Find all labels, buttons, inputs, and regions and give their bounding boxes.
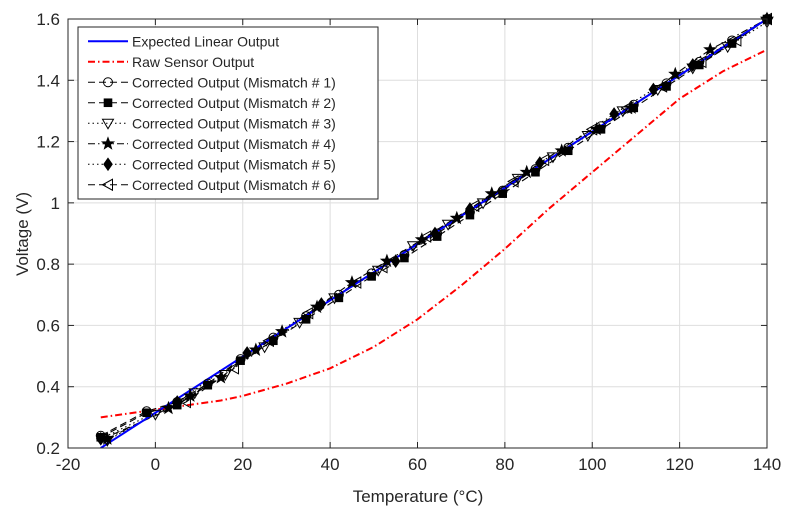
series-8-point	[585, 122, 598, 136]
series-8-point	[349, 276, 362, 289]
legend-marker-5	[101, 118, 115, 130]
series-4-point	[400, 253, 409, 263]
x-tick-label: 40	[321, 455, 340, 474]
series-7-point	[172, 395, 183, 409]
series-4-point	[498, 189, 507, 198]
series-6-point	[161, 400, 176, 415]
y-tick-label: 1.6	[36, 10, 60, 29]
series-5-point	[721, 42, 735, 54]
series-5-point	[406, 241, 420, 253]
legend-label-2: Raw Sensor Output	[132, 54, 254, 70]
series-8-point	[376, 260, 388, 274]
series-6-point	[449, 210, 464, 225]
series-6-point	[668, 66, 683, 81]
legend-label-4: Corrected Output (Mismatch # 2)	[132, 95, 336, 111]
series-5-point	[149, 409, 162, 421]
series-5-point	[546, 152, 560, 164]
x-tick-label: 100	[578, 455, 606, 474]
series-5-point	[511, 173, 525, 185]
series-4-point	[367, 272, 376, 281]
legend-box	[77, 26, 379, 200]
series-7-point	[535, 156, 545, 170]
series-8-point	[467, 199, 480, 213]
legend-marker-7	[103, 157, 113, 172]
series-6-point	[274, 324, 290, 338]
series-8-point	[419, 230, 432, 243]
series-8-point	[620, 101, 633, 115]
series-7-point	[390, 254, 401, 268]
series-7-point	[465, 202, 475, 216]
series-4-point	[236, 356, 245, 365]
series-8-point	[262, 334, 274, 348]
series-8-point	[537, 153, 550, 167]
series-8-point	[179, 395, 191, 409]
x-tick-label: 140	[753, 455, 781, 474]
series-8-point	[227, 361, 240, 375]
y-tick-label: 1.2	[36, 133, 60, 152]
y-axis-label: Voltage (V)	[13, 192, 32, 276]
series-6-point	[484, 186, 499, 200]
x-tick-label: 120	[665, 455, 693, 474]
series-7-point	[648, 82, 659, 97]
legend-label-8: Corrected Output (Mismatch # 6)	[132, 177, 336, 193]
legend-label-6: Corrected Output (Mismatch # 4)	[132, 136, 336, 152]
series-7-point	[316, 297, 327, 311]
legend-marker-4	[103, 98, 113, 108]
y-tick-label: 0.6	[36, 316, 60, 335]
series-5-point	[581, 130, 595, 142]
y-tick-label: 1.4	[36, 71, 60, 90]
series-5-point	[293, 317, 306, 329]
series-4-point	[142, 408, 151, 418]
series-5-point	[476, 198, 490, 210]
series-6-point	[703, 42, 718, 56]
series-6-point	[414, 232, 429, 246]
y-tick-label: 0.4	[36, 378, 60, 397]
series-4-point	[203, 380, 213, 390]
x-tick-label: 20	[233, 455, 252, 474]
series-7-point	[242, 346, 252, 360]
series-5-point	[441, 219, 455, 231]
series-7-point	[687, 58, 698, 72]
axis-ticks: -20 0 20 40 60 80 100 120 140 0.2 0.4 0.6 0.8 1 1.2 1.4…	[36, 10, 781, 474]
x-axis-label: Temperature (°C)	[353, 487, 484, 506]
x-tick-label: 0	[151, 455, 160, 474]
y-tick-label: 0.2	[36, 439, 60, 458]
series-4-point	[531, 167, 540, 177]
series-8-point	[694, 55, 707, 69]
legend-label-1: Expected Linear Output	[132, 33, 279, 49]
legend-label-3: Corrected Output (Mismatch # 1)	[132, 74, 336, 90]
y-tick-label: 1	[51, 194, 60, 213]
legend: Expected Linear Output Raw Sensor Output C…	[77, 26, 379, 200]
legend-marker-3	[103, 77, 113, 88]
legend-label-7: Corrected Output (Mismatch # 5)	[132, 156, 336, 172]
legend-marker-6	[100, 136, 116, 150]
series-6-point	[519, 164, 534, 179]
x-tick-label: -20	[56, 455, 81, 474]
series-7-point	[430, 226, 440, 241]
markers-group	[95, 11, 775, 447]
series-6-point	[554, 143, 569, 157]
x-tick-label: 60	[408, 455, 427, 474]
series-6-point	[213, 370, 228, 384]
series-5-point	[328, 293, 341, 305]
series-8-point	[301, 306, 314, 320]
series-8-point	[729, 34, 742, 47]
legend-marker-8	[101, 178, 113, 192]
series-6-point	[248, 342, 263, 356]
legend-label-5: Corrected Output (Mismatch # 3)	[132, 115, 336, 131]
x-tick-label: 80	[495, 455, 514, 474]
series-8-point	[96, 432, 108, 446]
series-7-point	[609, 107, 619, 121]
series-8-point	[507, 175, 519, 188]
series-8-point	[655, 80, 668, 93]
y-tick-label: 0.8	[36, 255, 60, 274]
